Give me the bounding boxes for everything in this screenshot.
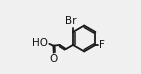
Text: O: O	[50, 54, 58, 64]
Text: F: F	[99, 40, 105, 50]
Text: Br: Br	[65, 16, 77, 26]
Text: HO: HO	[32, 38, 48, 48]
